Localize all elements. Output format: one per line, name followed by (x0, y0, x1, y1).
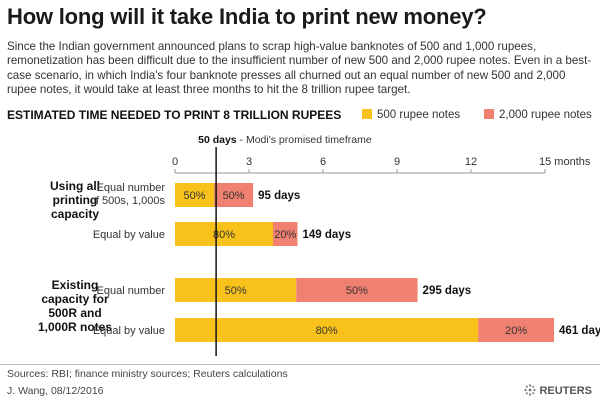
reference-line-label: 50 days - Modi's promised timeframe (198, 134, 372, 146)
bar-segment-2000 (214, 183, 254, 207)
reuters-logo: REUTERS (524, 384, 592, 397)
footer-divider (0, 364, 600, 365)
x-tick-label: 0 (172, 156, 178, 168)
page-title: How long will it take India to print new… (7, 4, 487, 29)
x-tick-label: 6 (320, 156, 326, 168)
row-label: Equal number (97, 182, 166, 194)
bar-total-label: 295 days (423, 285, 472, 297)
legend-swatch-500 (362, 109, 372, 119)
row-label: of 500s, 1,000s (90, 195, 166, 207)
row-label: Equal by value (93, 229, 165, 241)
bar-total-label: 149 days (303, 229, 352, 241)
group-label: Using all (50, 179, 100, 193)
legend-label-2000: 2,000 rupee notes (499, 109, 592, 121)
row-label: Equal by value (93, 325, 165, 337)
x-tick-label: 3 (246, 156, 252, 168)
bar-segment-500 (175, 318, 479, 342)
segment-share-label: 20% (274, 229, 296, 241)
group-label: Existing (52, 278, 99, 292)
bar-segment-500 (175, 278, 297, 302)
segment-share-label: 50% (223, 190, 245, 202)
x-tick-label: 15 months (539, 156, 591, 168)
bar-segment-2000 (273, 222, 298, 246)
segment-share-label: 80% (316, 325, 338, 337)
logo-text: REUTERS (539, 385, 592, 397)
x-tick-label: 9 (394, 156, 400, 168)
chart-heading: ESTIMATED TIME NEEDED TO PRINT 8 TRILLIO… (7, 108, 342, 122)
segment-share-label: 50% (184, 190, 206, 202)
bar-total-label: 95 days (258, 190, 300, 202)
bar-segment-500 (175, 222, 274, 246)
bar-segment-2000 (478, 318, 555, 342)
legend-label-500: 500 rupee notes (377, 109, 461, 121)
reuters-dots-icon (524, 384, 537, 396)
x-tick-label: 12 (465, 156, 477, 168)
legend-item-2000: 2,000 rupee notes (484, 109, 592, 121)
bar-total-label: 461 days (559, 325, 600, 337)
bar-segment-2000 (296, 278, 418, 302)
bar-segment-500 (175, 183, 215, 207)
group-label: 500R and (48, 306, 101, 320)
sources-note: Sources: RBI; finance ministry sources; … (7, 368, 288, 380)
legend-swatch-2000 (484, 109, 494, 119)
row-label: Equal number (97, 285, 166, 297)
segment-share-label: 50% (346, 285, 368, 297)
group-label: capacity for (41, 292, 109, 306)
legend-item-500: 500 rupee notes (362, 109, 460, 121)
byline: J. Wang, 08/12/2016 (7, 385, 104, 397)
group-label: 1,000R notes (38, 320, 112, 334)
segment-share-label: 80% (213, 229, 235, 241)
group-label: capacity (51, 207, 99, 221)
subtitle: Since the Indian government announced pl… (7, 40, 592, 97)
group-label: printing (53, 193, 98, 207)
segment-share-label: 20% (505, 325, 527, 337)
segment-share-label: 50% (225, 285, 247, 297)
